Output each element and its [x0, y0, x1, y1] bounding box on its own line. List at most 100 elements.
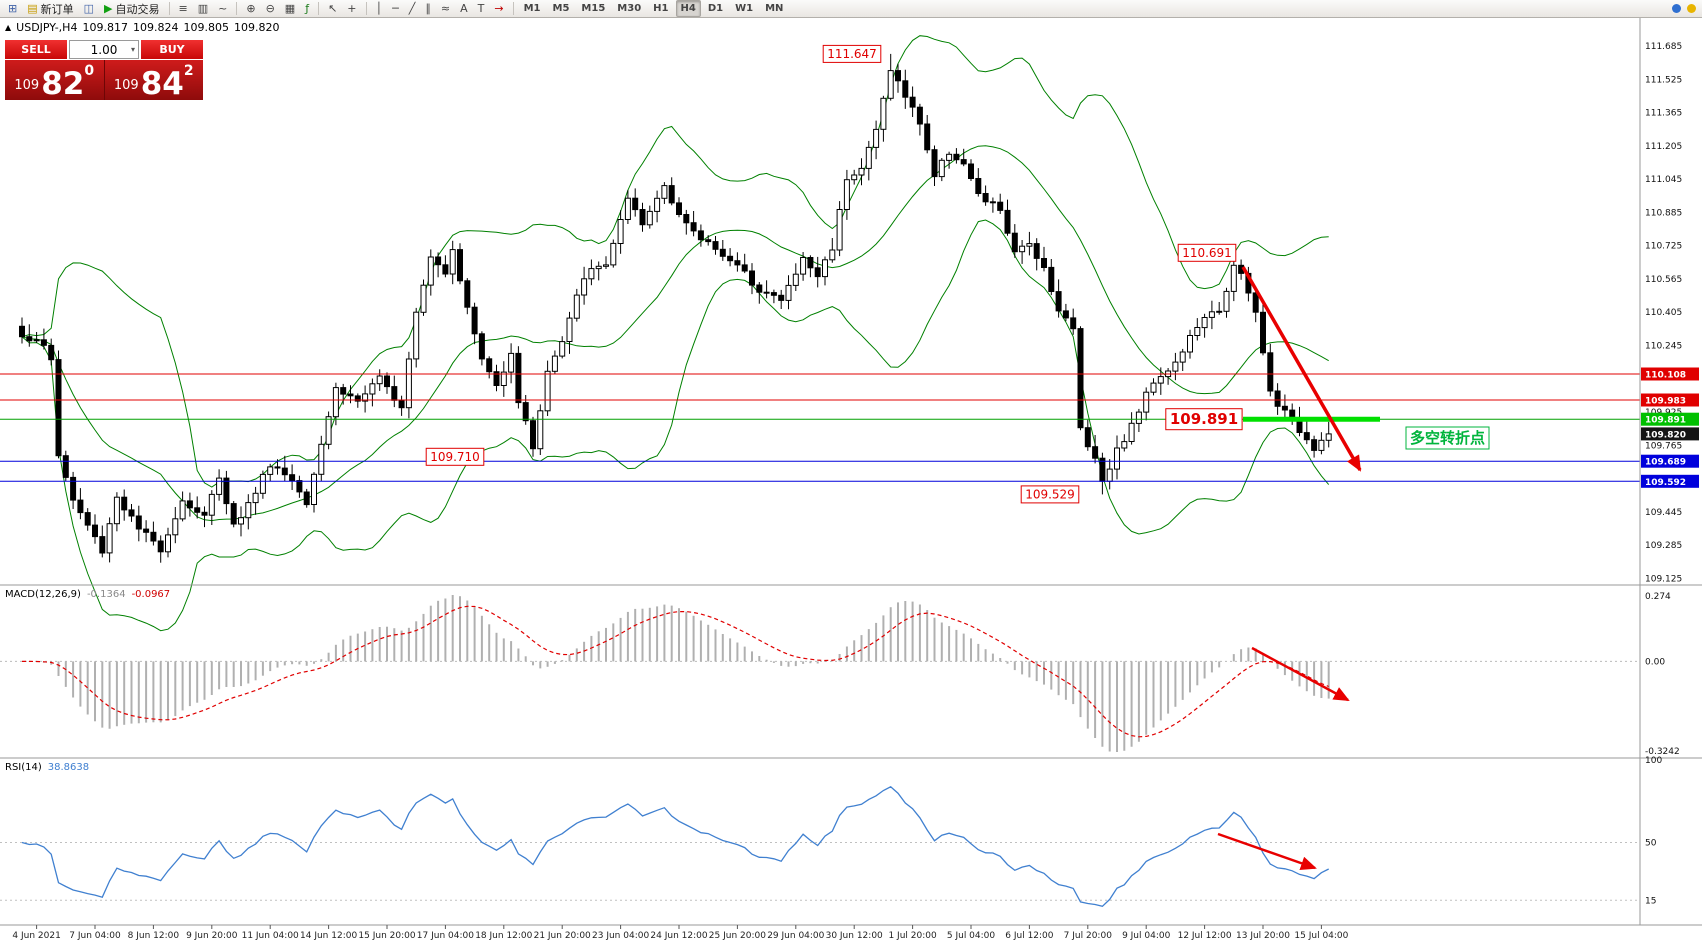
arrows-button[interactable]: → — [490, 0, 507, 17]
bar-chart-icon: ≡ — [178, 2, 188, 15]
downtrend-arrow-main[interactable] — [1241, 266, 1362, 472]
svg-text:109.983: 109.983 — [1645, 397, 1686, 407]
text-label-button[interactable]: T — [474, 0, 489, 17]
macd-signal-line — [22, 605, 1329, 738]
sell-price-pips: 82 — [41, 65, 85, 102]
sell-price-whole: 109 — [14, 78, 40, 93]
new-chart-button[interactable]: ⊞ — [4, 0, 21, 17]
time-axis-label: 7 Jun 04:00 — [69, 931, 121, 941]
fibonacci-button[interactable]: ≈ — [437, 0, 454, 17]
toolbar-separator — [512, 2, 514, 15]
toolbar-separator — [168, 2, 170, 15]
svg-text:109.820: 109.820 — [1645, 430, 1686, 440]
price-badge-109.820: 109.820 — [1641, 427, 1699, 440]
vertical-line-button[interactable]: │ — [372, 0, 387, 17]
svg-text:109.529: 109.529 — [1025, 487, 1075, 501]
status-icons — [1669, 4, 1699, 13]
auto-trading-icon: ▶ — [104, 2, 113, 15]
channel-button[interactable]: ∥ — [421, 0, 435, 17]
volume-input[interactable]: 1.00 ▾ — [69, 40, 139, 59]
bar-chart-button[interactable]: ≡ — [175, 0, 192, 17]
sell-price-point: 0 — [84, 63, 95, 79]
toolbar-button-groups: ⊞ ▤ 新订单 ◫ ▶ 自动交易 ≡ ▥ ~ ⊕ ⊖ ▦ ƒ ↖ + │ ─ ╱ ∥ ≈ A T → — [3, 0, 509, 17]
svg-text:109.689: 109.689 — [1645, 458, 1686, 468]
downtrend-arrow-rsi[interactable] — [1217, 832, 1317, 870]
time-axis-label: 4 Jun 2021 — [12, 931, 60, 941]
indicators-button[interactable]: ƒ — [301, 0, 313, 17]
grid-button[interactable]: ▦ — [281, 0, 299, 17]
price-axis-label: 109.285 — [1645, 541, 1682, 551]
timeframe-m30-button[interactable]: M30 — [617, 3, 642, 14]
downtrend-arrow-macd[interactable] — [1251, 646, 1350, 702]
time-axis-label: 15 Jun 20:00 — [358, 931, 415, 941]
svg-text:110.691: 110.691 — [1182, 246, 1232, 260]
toolbar: ⊞ ▤ 新订单 ◫ ▶ 自动交易 ≡ ▥ ~ ⊕ ⊖ ▦ ƒ ↖ + │ ─ ╱ ∥ ≈ A T → M1 M5 M15 M30 H… — [0, 0, 1702, 18]
new-order-button[interactable]: ▤ 新订单 — [23, 0, 77, 17]
price-callout-109.891[interactable]: 109.891 — [1165, 408, 1243, 431]
price-axis-label: 111.365 — [1645, 109, 1682, 119]
time-axis-label: 12 Jul 12:00 — [1178, 931, 1232, 941]
sell-price[interactable]: 109 82 0 — [5, 60, 105, 100]
zoom-out-button[interactable]: ⊖ — [262, 0, 279, 17]
svg-text:多空转折点: 多空转折点 — [1410, 429, 1485, 447]
time-axis-label: 9 Jul 04:00 — [1122, 931, 1171, 941]
price-callout-110.691[interactable]: 110.691 — [1177, 243, 1237, 262]
price-callout-109.710[interactable]: 109.710 — [425, 447, 485, 466]
macd-label: MACD(12,26,9) -0.1364 -0.0967 — [5, 589, 170, 600]
one-click-trading-panel: SELL 1.00 ▾ BUY 109 82 0 109 84 2 — [5, 40, 203, 100]
price-axis-label: 111.685 — [1645, 42, 1682, 52]
rsi-axis[interactable]: 100 50 15 — [1645, 756, 1662, 906]
sell-button[interactable]: SELL — [5, 40, 67, 59]
auto-trading-button[interactable]: ▶ 自动交易 — [100, 0, 163, 17]
timeframe-m1-button[interactable]: M1 — [523, 3, 541, 14]
candlestick-chart-button[interactable]: ▥ — [194, 0, 212, 17]
timeframe-m15-button[interactable]: M15 — [581, 3, 606, 14]
volume-dropdown-icon[interactable]: ▾ — [130, 45, 135, 54]
crosshair-icon: + — [347, 2, 357, 15]
text-button[interactable]: A — [456, 0, 472, 17]
rsi-line — [21, 786, 1329, 908]
line-chart-button[interactable]: ~ — [214, 0, 231, 17]
arrows-icon: → — [494, 2, 504, 15]
timeframe-h4-button[interactable]: H4 — [675, 0, 701, 17]
time-axis-label: 29 Jun 04:00 — [767, 931, 824, 941]
cursor-button[interactable]: ↖ — [324, 0, 341, 17]
zoom-in-button[interactable]: ⊕ — [242, 0, 259, 17]
macd-signal-value: -0.0967 — [131, 589, 171, 600]
time-axis-label: 8 Jun 12:00 — [128, 931, 180, 941]
timeframe-h1-button[interactable]: H1 — [653, 3, 669, 14]
timeframe-mn-button[interactable]: MN — [765, 3, 784, 14]
price-axis[interactable]: 111.685 111.525 111.365 111.205 111.045 110.8… — [1641, 42, 1699, 584]
rsi-value: 38.8638 — [47, 762, 90, 773]
svg-text:100: 100 — [1645, 756, 1662, 766]
buy-button[interactable]: BUY — [141, 40, 203, 59]
macd-histogram — [28, 595, 1330, 752]
symbol-period-label: USDJPY-,H4 — [16, 21, 78, 34]
price-axis-label: 110.405 — [1645, 308, 1682, 318]
buy-price[interactable]: 109 84 2 — [104, 60, 203, 100]
expander-icon[interactable]: ▲ — [5, 23, 12, 32]
time-axis[interactable]: 4 Jun 2021 7 Jun 04:00 8 Jun 12:00 9 Jun 20… — [12, 925, 1349, 941]
trendline-button[interactable]: ╱ — [405, 0, 420, 17]
line-chart-icon: ~ — [218, 2, 228, 15]
svg-text:109.891: 109.891 — [1645, 416, 1686, 426]
time-axis-label: 17 Jun 04:00 — [417, 931, 474, 941]
price-axis-label: 110.885 — [1645, 208, 1682, 218]
price-callout-109.529[interactable]: 109.529 — [1020, 485, 1080, 504]
timeframe-d1-button[interactable]: D1 — [707, 3, 724, 14]
text-label-icon: T — [477, 2, 485, 15]
price-callout-111.647[interactable]: 111.647 — [822, 44, 882, 63]
crosshair-button[interactable]: + — [343, 0, 360, 17]
rsi-label: RSI(14) 38.8638 — [5, 762, 89, 773]
timeframe-w1-button[interactable]: W1 — [735, 3, 754, 14]
timeframe-m5-button[interactable]: M5 — [552, 3, 570, 14]
chart-info-bar: ▲ USDJPY-,H4 109.817 109.824 109.805 109.820 — [5, 21, 284, 34]
macd-axis[interactable]: 0.274 0.00 -0.3242 — [1645, 592, 1680, 757]
chart-profiles-button[interactable]: ◫ — [80, 0, 98, 17]
svg-text:15: 15 — [1645, 896, 1656, 906]
annotation-turning-point[interactable]: 多空转折点 — [1405, 426, 1490, 450]
horizontal-line-button[interactable]: ─ — [388, 0, 403, 17]
svg-text:110.108: 110.108 — [1645, 371, 1686, 381]
price-axis-label: 110.725 — [1645, 242, 1682, 252]
